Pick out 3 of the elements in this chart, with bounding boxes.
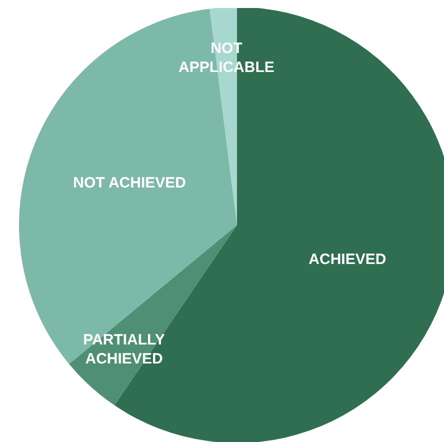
slice-label: PARTIALLY ACHIEVED xyxy=(83,331,165,368)
slice-label: NOT ACHIEVED xyxy=(73,174,186,191)
slice-label: ACHIEVED xyxy=(308,250,386,268)
